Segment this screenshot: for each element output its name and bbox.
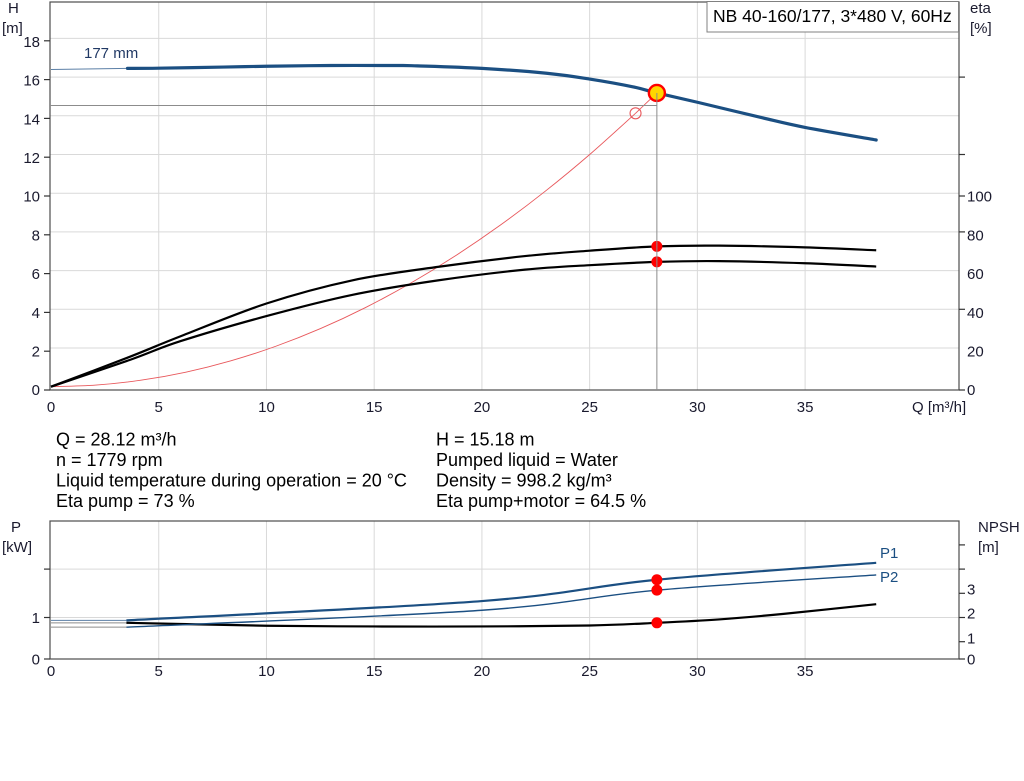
svg-text:4: 4 <box>32 305 40 322</box>
svg-text:0: 0 <box>47 663 55 680</box>
svg-text:Eta pump = 73 %: Eta pump = 73 % <box>56 491 195 511</box>
svg-text:[%]: [%] <box>970 20 992 37</box>
svg-text:[m]: [m] <box>2 20 23 37</box>
svg-text:15: 15 <box>366 663 383 680</box>
svg-text:2: 2 <box>32 344 40 361</box>
svg-text:30: 30 <box>689 663 706 680</box>
svg-text:25: 25 <box>581 663 598 680</box>
svg-text:20: 20 <box>474 399 491 416</box>
svg-text:NPSH: NPSH <box>978 519 1020 536</box>
svg-text:40: 40 <box>967 305 984 322</box>
svg-text:0: 0 <box>32 382 40 399</box>
svg-text:12: 12 <box>23 150 40 167</box>
svg-text:P1: P1 <box>880 545 898 562</box>
svg-text:Density = 998.2 kg/m³: Density = 998.2 kg/m³ <box>436 471 612 491</box>
svg-text:10: 10 <box>258 399 275 416</box>
svg-text:[m]: [m] <box>978 539 999 556</box>
svg-text:n = 1779 rpm: n = 1779 rpm <box>56 450 163 470</box>
svg-text:eta: eta <box>970 0 992 17</box>
svg-text:177 mm: 177 mm <box>84 45 138 62</box>
svg-text:15: 15 <box>366 399 383 416</box>
svg-text:5: 5 <box>155 663 163 680</box>
svg-text:16: 16 <box>23 73 40 90</box>
svg-text:Liquid temperature during oper: Liquid temperature during operation = 20… <box>56 471 407 491</box>
svg-text:H = 15.18 m: H = 15.18 m <box>436 430 535 450</box>
svg-text:60: 60 <box>967 266 984 283</box>
svg-text:Pumped liquid = Water: Pumped liquid = Water <box>436 450 618 470</box>
svg-text:Q [m³/h]: Q [m³/h] <box>912 399 966 416</box>
svg-text:1: 1 <box>32 610 40 627</box>
svg-text:P2: P2 <box>880 569 898 586</box>
svg-text:P: P <box>11 519 21 536</box>
svg-text:0: 0 <box>32 652 40 669</box>
svg-text:100: 100 <box>967 189 992 206</box>
svg-text:0: 0 <box>967 652 975 669</box>
svg-text:80: 80 <box>967 227 984 244</box>
svg-text:H: H <box>8 0 19 17</box>
svg-text:2: 2 <box>967 606 975 623</box>
svg-text:10: 10 <box>23 189 40 206</box>
svg-text:NB 40-160/177, 3*480 V, 60Hz: NB 40-160/177, 3*480 V, 60Hz <box>713 6 952 26</box>
svg-text:25: 25 <box>581 399 598 416</box>
svg-text:35: 35 <box>797 663 814 680</box>
svg-text:5: 5 <box>155 399 163 416</box>
svg-text:Q = 28.12 m³/h: Q = 28.12 m³/h <box>56 430 177 450</box>
svg-text:10: 10 <box>258 663 275 680</box>
svg-text:20: 20 <box>967 344 984 361</box>
svg-text:0: 0 <box>967 382 975 399</box>
svg-text:18: 18 <box>23 34 40 51</box>
svg-text:3: 3 <box>967 581 975 598</box>
svg-text:6: 6 <box>32 266 40 283</box>
svg-text:1: 1 <box>967 630 975 647</box>
svg-text:30: 30 <box>689 399 706 416</box>
svg-text:35: 35 <box>797 399 814 416</box>
svg-text:20: 20 <box>474 663 491 680</box>
svg-text:8: 8 <box>32 227 40 244</box>
svg-text:14: 14 <box>23 111 40 128</box>
svg-text:[kW]: [kW] <box>2 539 32 556</box>
svg-text:Eta pump+motor = 64.5 %: Eta pump+motor = 64.5 % <box>436 491 646 511</box>
svg-text:0: 0 <box>47 399 55 416</box>
